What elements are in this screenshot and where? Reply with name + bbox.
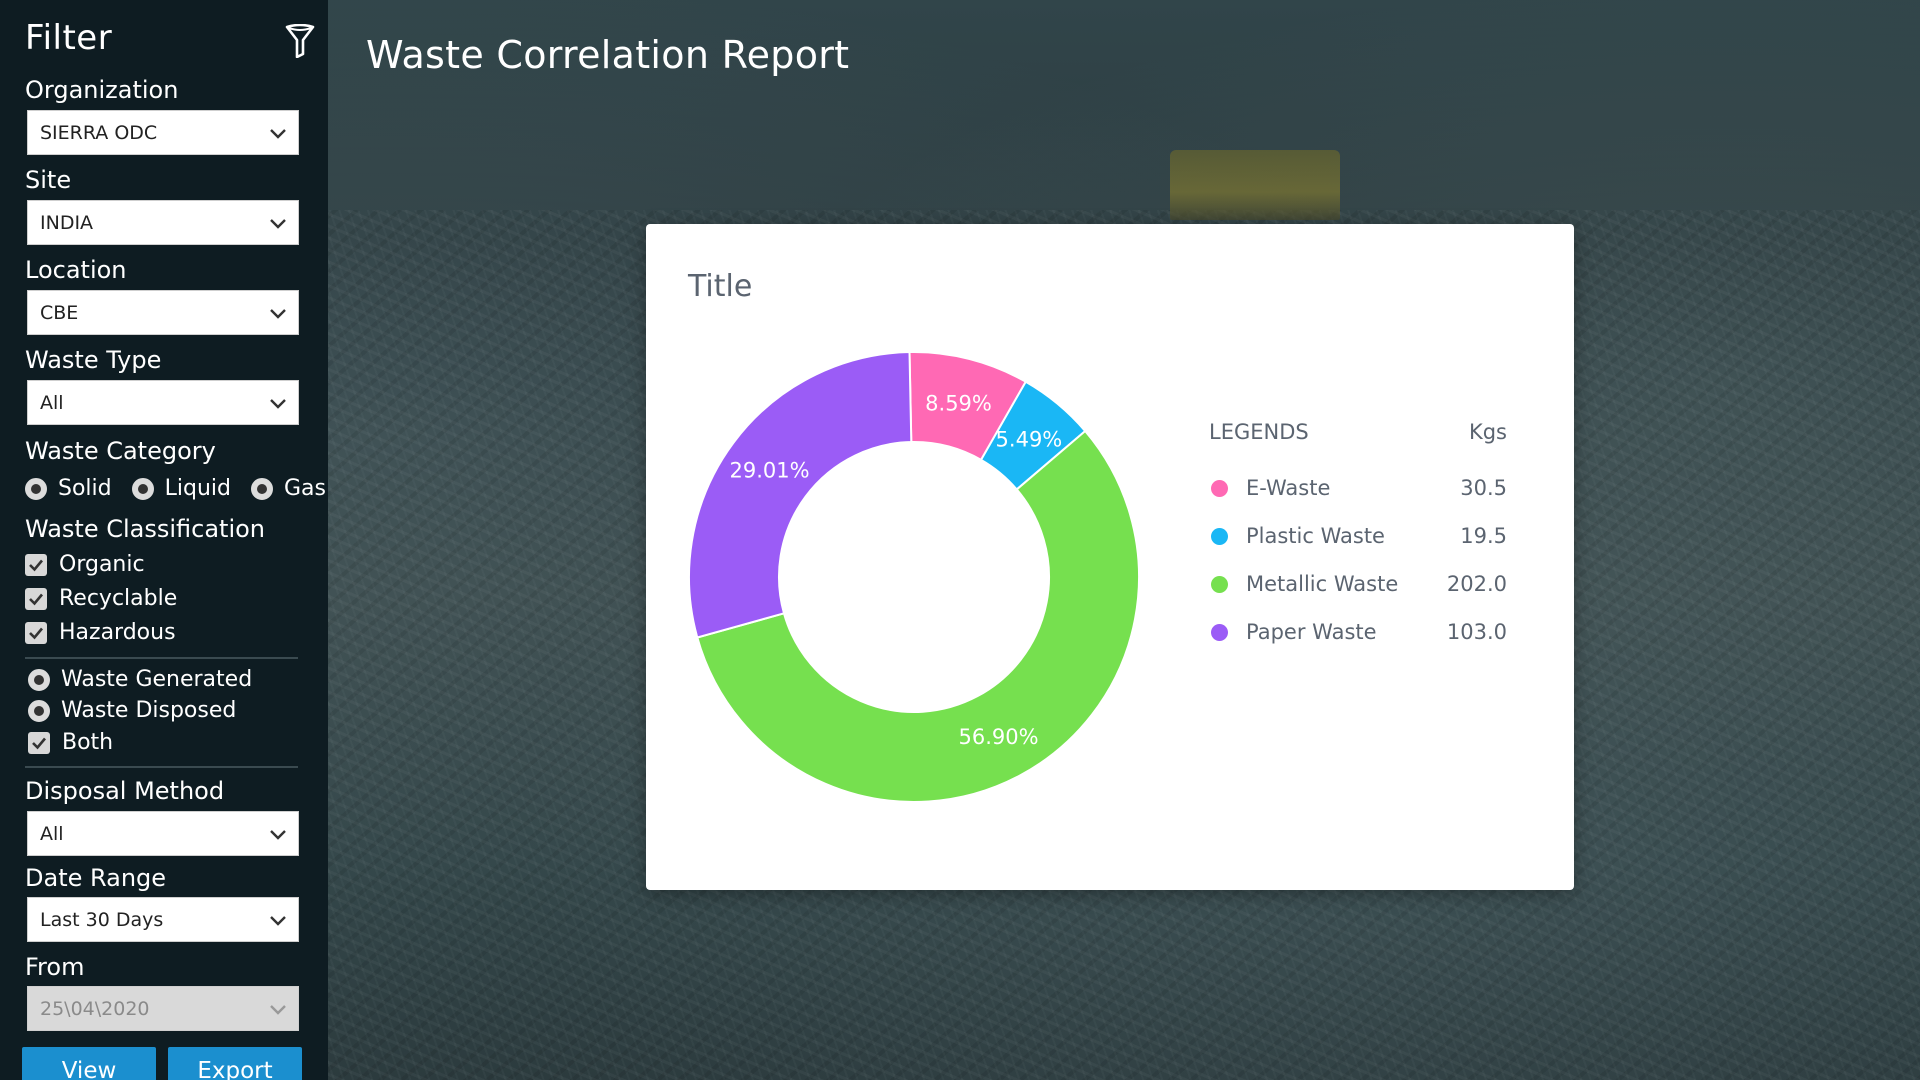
radio-liquid-label: Liquid [164,476,231,501]
filter-sidebar: Filter Organization SIERRA ODC Site INDI… [0,0,328,1080]
waste-type-value: All [40,392,64,414]
radio-waste-generated-label: Waste Generated [61,667,253,692]
chevron-down-icon [268,911,288,931]
chevron-down-icon [268,825,288,845]
checkbox-recyclable[interactable] [25,587,47,610]
site-value: INDIA [40,212,94,234]
legend-dot-icon [1211,575,1228,593]
radio-waste-generated-row[interactable]: Waste Generated [25,667,252,692]
legend-label: Plastic Waste [1246,524,1385,548]
radio-gas[interactable] [250,477,273,500]
site-label: Site [25,166,72,194]
legend-label: E-Waste [1246,476,1331,500]
legend-item-e-waste[interactable]: E-Waste 30.5 [1209,464,1519,512]
waste-type-label: Waste Type [25,346,162,374]
radio-waste-disposed[interactable] [28,699,50,722]
legend-dot-icon [1211,479,1228,497]
disposal-method-value: All [40,823,64,845]
funnel-icon[interactable] [285,23,315,59]
from-date-select[interactable]: 25\04\2020 [27,986,299,1031]
checkbox-hazardous-label: Hazardous [59,620,176,645]
legend-label: Paper Waste [1246,620,1377,644]
date-range-label: Date Range [25,864,167,892]
organization-select[interactable]: SIERRA ODC [27,110,299,155]
slice-label-metallic-waste: 56.90% [959,725,1039,749]
legend-rows: E-Waste 30.5 Plastic Waste 19.5 Metallic Was… [1209,464,1519,656]
legend-header: LEGENDS Kgs [1209,420,1519,444]
radio-solid-label: Solid [58,476,112,501]
chevron-down-icon [268,124,288,144]
checkbox-organic-label: Organic [59,552,145,577]
legend-title: LEGENDS [1209,420,1309,444]
checkbox-organic[interactable] [25,553,47,576]
checkbox-both-row[interactable]: Both [25,730,113,755]
waste-type-select[interactable]: All [27,380,299,425]
organization-label: Organization [25,76,179,104]
slice-metallic-waste[interactable] [696,429,1140,803]
chevron-down-icon [268,1000,288,1020]
date-range-value: Last 30 Days [40,909,164,931]
location-select[interactable]: CBE [27,290,299,335]
from-date-value: 25\04\2020 [40,998,150,1020]
checkbox-both-label: Both [62,730,114,755]
background-bulldozer [1170,150,1340,220]
chevron-down-icon [268,394,288,414]
waste-classification-label: Waste Classification [25,515,266,543]
radio-solid[interactable] [25,477,47,500]
checkbox-hazardous[interactable] [25,621,47,644]
disposal-method-label: Disposal Method [25,777,225,805]
page-title: Waste Correlation Report [366,33,850,77]
waste-category-label: Waste Category [25,437,216,465]
donut-chart: 8.59%5.49% 56.90% 29.01% [688,351,1140,803]
legend-item-metallic-waste[interactable]: Metallic Waste 202.0 [1209,560,1519,608]
legend-item-paper-waste[interactable]: Paper Waste 103.0 [1209,608,1519,656]
slice-label-plastic-waste: 5.49% [996,427,1063,451]
site-select[interactable]: INDIA [27,200,299,245]
from-label: From [25,953,85,981]
legend-value: 30.5 [1460,476,1507,500]
slice-label-paper-waste: 29.01% [730,459,810,483]
slice-label-e-waste: 8.59% [925,392,992,416]
legend-item-plastic-waste[interactable]: Plastic Waste 19.5 [1209,512,1519,560]
radio-waste-generated[interactable] [28,668,50,691]
slice-paper-waste[interactable] [688,351,913,639]
divider [25,766,298,768]
legend-dot-icon [1211,623,1228,641]
legend-unit: Kgs [1468,420,1507,444]
date-range-select[interactable]: Last 30 Days [27,897,299,942]
chart-title: Title [688,269,753,304]
chevron-down-icon [268,214,288,234]
view-button[interactable]: View [22,1047,156,1080]
filter-title: Filter [25,18,113,58]
waste-category-options: Solid Liquid Gas [25,476,326,501]
legend-dot-icon [1211,527,1228,545]
export-button[interactable]: Export [168,1047,302,1080]
legend-value: 19.5 [1460,524,1507,548]
chart-legend: LEGENDS Kgs E-Waste 30.5 Plastic Waste 19.5… [1209,420,1519,656]
checkbox-both[interactable] [28,731,50,754]
radio-gas-label: Gas [283,476,326,501]
filter-header: Filter [25,18,315,68]
chevron-down-icon [268,304,288,324]
location-value: CBE [40,302,79,324]
chart-card: Title 8.59% 5.49% 56.90% 29.01% LEGENDS Kgs… [646,224,1574,890]
organization-value: SIERRA ODC [40,122,158,144]
checkbox-recyclable-label: Recyclable [59,586,178,611]
location-label: Location [25,256,127,284]
checkbox-hazardous-row[interactable]: Hazardous [25,620,176,645]
checkbox-recyclable-row[interactable]: Recyclable [25,586,177,611]
radio-waste-disposed-row[interactable]: Waste Disposed [25,698,236,723]
legend-value: 202.0 [1446,572,1507,596]
divider [25,657,298,659]
radio-liquid[interactable] [131,477,154,500]
legend-label: Metallic Waste [1246,572,1399,596]
checkbox-organic-row[interactable]: Organic [25,552,145,577]
radio-waste-disposed-label: Waste Disposed [61,698,237,723]
disposal-method-select[interactable]: All [27,811,299,856]
legend-value: 103.0 [1446,620,1507,644]
